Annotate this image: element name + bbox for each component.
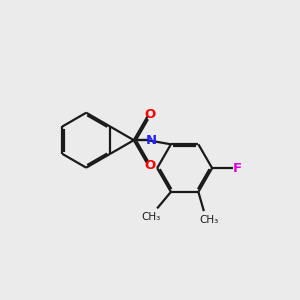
- Text: F: F: [233, 162, 242, 175]
- Text: O: O: [145, 108, 156, 121]
- Text: O: O: [145, 159, 156, 172]
- Text: CH₃: CH₃: [199, 215, 218, 225]
- Text: CH₃: CH₃: [142, 212, 161, 222]
- Text: N: N: [146, 134, 157, 147]
